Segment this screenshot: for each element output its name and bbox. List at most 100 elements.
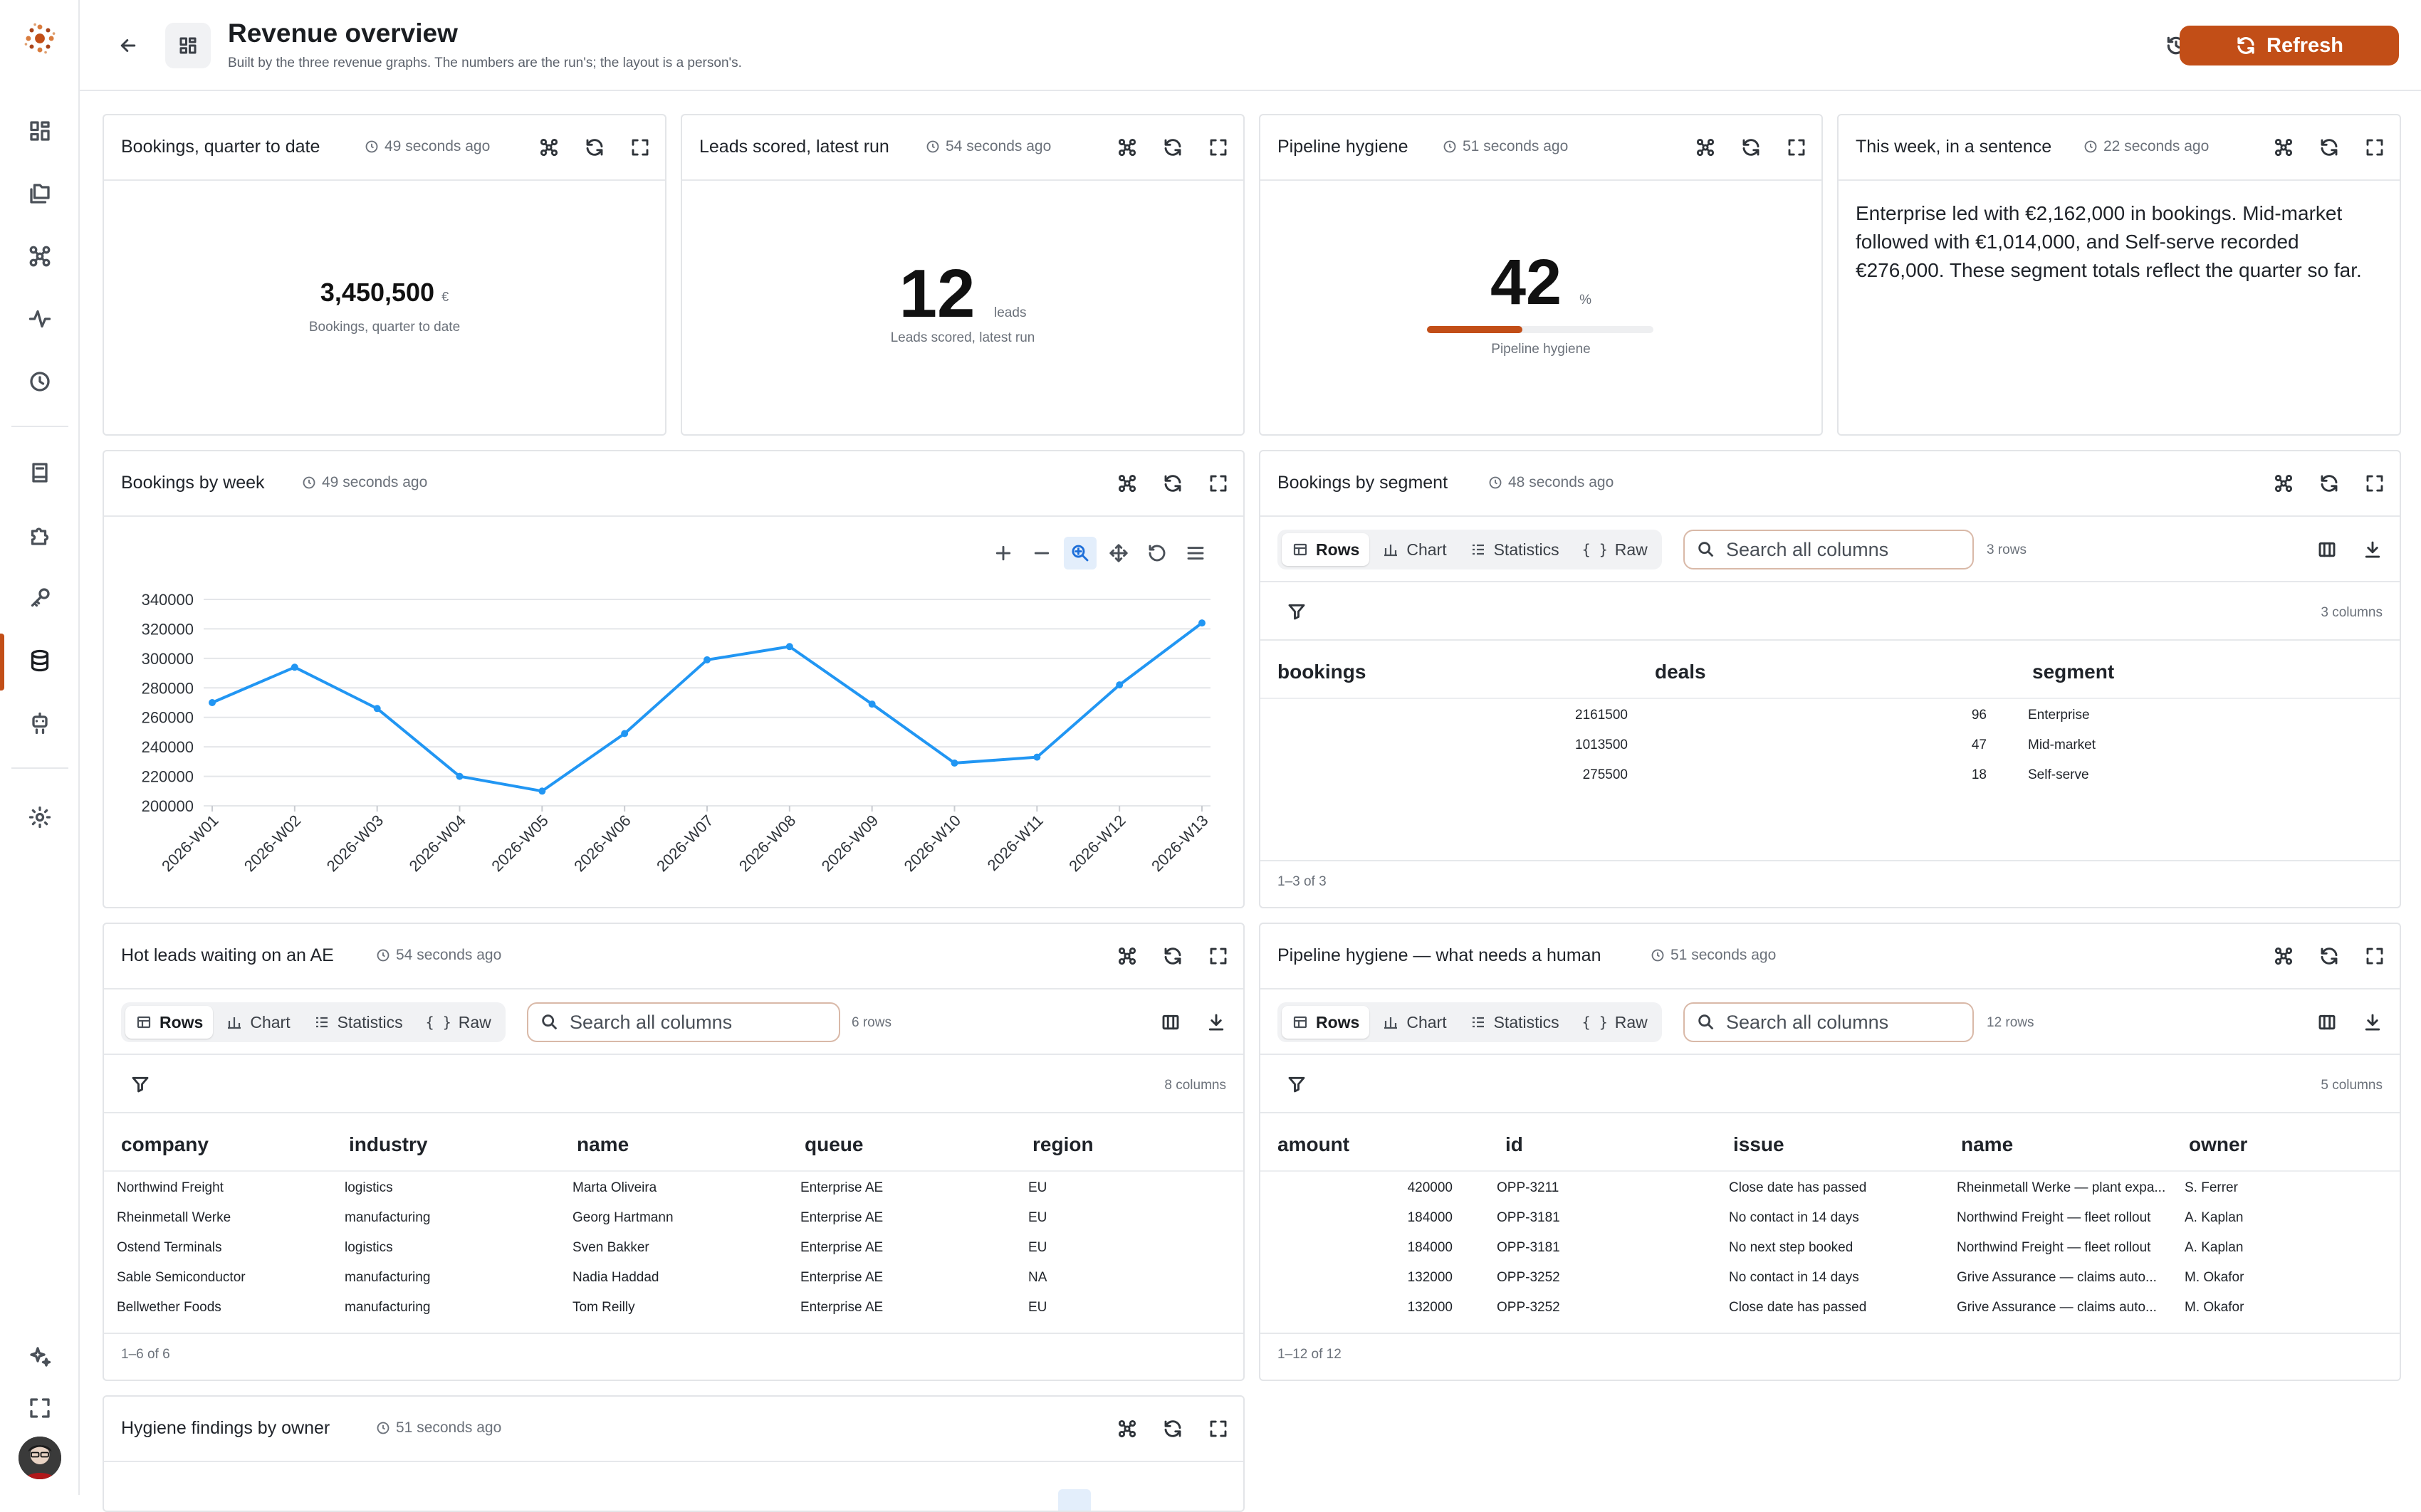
column-header[interactable]: segment bbox=[2032, 661, 2115, 683]
table-cell: Nadia Haddad bbox=[572, 1270, 659, 1285]
filter-button[interactable] bbox=[130, 1073, 152, 1096]
pan-icon[interactable] bbox=[1102, 537, 1135, 569]
graph-icon[interactable] bbox=[19, 235, 61, 278]
key-icon[interactable] bbox=[19, 577, 61, 619]
column-header[interactable]: deals bbox=[1655, 661, 1706, 683]
column-header[interactable]: id bbox=[1505, 1133, 1523, 1155]
tab-chart[interactable]: Chart bbox=[216, 1006, 300, 1039]
column-header[interactable]: amount bbox=[1277, 1133, 1350, 1155]
expand-card-button[interactable] bbox=[1203, 941, 1233, 971]
sparkles-icon[interactable] bbox=[19, 1335, 61, 1378]
app-logo[interactable] bbox=[19, 17, 61, 60]
search-input[interactable]: Search all columns bbox=[1683, 1002, 1974, 1042]
robot-icon[interactable] bbox=[19, 702, 61, 745]
search-input[interactable]: Search all columns bbox=[1683, 530, 1974, 569]
zoom-out-icon[interactable] bbox=[1025, 537, 1058, 569]
refresh-card-button[interactable] bbox=[1158, 468, 1188, 498]
search-input[interactable]: Search all columns bbox=[527, 1002, 840, 1042]
expand-card-button[interactable] bbox=[2360, 941, 2390, 971]
refresh-button[interactable]: Refresh bbox=[2180, 26, 2399, 65]
tab-statistics[interactable]: Statistics bbox=[1460, 1006, 1569, 1039]
columns-button[interactable] bbox=[2313, 1008, 2341, 1036]
graph-link-button[interactable] bbox=[1112, 1414, 1142, 1444]
graph-link-button[interactable] bbox=[1112, 132, 1142, 162]
avatar[interactable] bbox=[19, 1437, 61, 1479]
columns-button[interactable] bbox=[2313, 535, 2341, 564]
line-chart: 340000 320000 300000 280000 260000 240000 2200… bbox=[142, 591, 1212, 875]
column-header[interactable]: issue bbox=[1733, 1133, 1784, 1155]
activity-icon[interactable] bbox=[19, 298, 61, 340]
back-button[interactable] bbox=[111, 28, 145, 63]
zoom-in-icon[interactable] bbox=[987, 537, 1020, 569]
column-header[interactable]: name bbox=[577, 1133, 629, 1155]
filter-icon bbox=[132, 1076, 149, 1093]
expand-card-button[interactable] bbox=[1203, 468, 1233, 498]
columns-button[interactable] bbox=[1156, 1008, 1185, 1036]
download-button[interactable] bbox=[2358, 535, 2387, 564]
tab-raw[interactable]: { } Raw bbox=[425, 1012, 491, 1031]
download-button[interactable] bbox=[2358, 1008, 2387, 1036]
column-header[interactable]: region bbox=[1032, 1133, 1094, 1155]
tab-rows[interactable]: Rows bbox=[1282, 1006, 1370, 1039]
selection-zoom-icon[interactable] bbox=[1058, 1489, 1091, 1511]
refresh-card-button[interactable] bbox=[1158, 941, 1188, 971]
column-header[interactable]: name bbox=[1961, 1133, 2014, 1155]
refresh-card-button[interactable] bbox=[2314, 941, 2344, 971]
tab-statistics[interactable]: Statistics bbox=[1460, 533, 1569, 566]
expand-card-button[interactable] bbox=[1203, 132, 1233, 162]
fullscreen-icon[interactable] bbox=[19, 1387, 61, 1429]
refresh-card-button[interactable] bbox=[2314, 132, 2344, 162]
column-header[interactable]: queue bbox=[805, 1133, 864, 1155]
puzzle-icon[interactable] bbox=[19, 514, 61, 557]
column-header[interactable]: company bbox=[121, 1133, 209, 1155]
graph-icon bbox=[1118, 138, 1136, 157]
graph-icon bbox=[2274, 947, 2293, 965]
folders-icon[interactable] bbox=[19, 172, 61, 215]
download-button[interactable] bbox=[1202, 1008, 1230, 1036]
selection-zoom-icon[interactable] bbox=[1064, 537, 1097, 569]
dashboard-icon[interactable] bbox=[19, 110, 61, 152]
tab-chart[interactable]: Chart bbox=[1372, 533, 1456, 566]
data-point bbox=[785, 643, 793, 651]
expand-card-button[interactable] bbox=[1203, 1414, 1233, 1444]
refresh-card-button[interactable] bbox=[1158, 1414, 1188, 1444]
refresh-card-button[interactable] bbox=[1158, 132, 1188, 162]
table-cell: Enterprise AE bbox=[800, 1300, 884, 1315]
tab-chart[interactable]: Chart bbox=[1372, 1006, 1456, 1039]
refresh-card-button[interactable] bbox=[1736, 132, 1766, 162]
tab-rows[interactable]: Rows bbox=[1282, 533, 1370, 566]
database-icon[interactable] bbox=[19, 639, 61, 682]
progress-track bbox=[1427, 326, 1653, 333]
reset-zoom-icon[interactable] bbox=[1141, 537, 1173, 569]
filter-button[interactable] bbox=[1286, 601, 1309, 624]
filter-button[interactable] bbox=[1286, 1073, 1309, 1096]
expand-card-button[interactable] bbox=[625, 132, 655, 162]
braces-icon: { } bbox=[1581, 541, 1608, 558]
chart-menu-icon[interactable] bbox=[1179, 537, 1212, 569]
expand-card-button[interactable] bbox=[2360, 468, 2390, 498]
graph-link-button[interactable] bbox=[534, 132, 564, 162]
expand-card-button[interactable] bbox=[2360, 132, 2390, 162]
graph-link-button[interactable] bbox=[1112, 941, 1142, 971]
graph-link-button[interactable] bbox=[2269, 941, 2299, 971]
tab-rows[interactable]: Rows bbox=[125, 1006, 214, 1039]
column-header[interactable]: bookings bbox=[1277, 661, 1366, 683]
graph-link-button[interactable] bbox=[2269, 468, 2299, 498]
book-icon[interactable] bbox=[19, 451, 61, 494]
refresh-card-button[interactable] bbox=[2314, 468, 2344, 498]
settings-icon[interactable] bbox=[19, 796, 61, 839]
refresh-card-button[interactable] bbox=[580, 132, 610, 162]
tab-raw[interactable]: { } Raw bbox=[1581, 540, 1648, 559]
graph-link-button[interactable] bbox=[1690, 132, 1720, 162]
graph-link-button[interactable] bbox=[1112, 468, 1142, 498]
x-tick-label: 2026-W13 bbox=[1148, 812, 1211, 875]
column-header[interactable]: industry bbox=[349, 1133, 428, 1155]
expand-icon bbox=[1210, 1420, 1227, 1437]
page-subtitle: Built by the three revenue graphs. The n… bbox=[228, 56, 742, 70]
history-icon[interactable] bbox=[19, 360, 61, 403]
column-header[interactable]: owner bbox=[2189, 1133, 2248, 1155]
expand-card-button[interactable] bbox=[1782, 132, 1811, 162]
tab-statistics[interactable]: Statistics bbox=[303, 1006, 413, 1039]
tab-raw[interactable]: { } Raw bbox=[1581, 1012, 1648, 1031]
graph-link-button[interactable] bbox=[2269, 132, 2299, 162]
